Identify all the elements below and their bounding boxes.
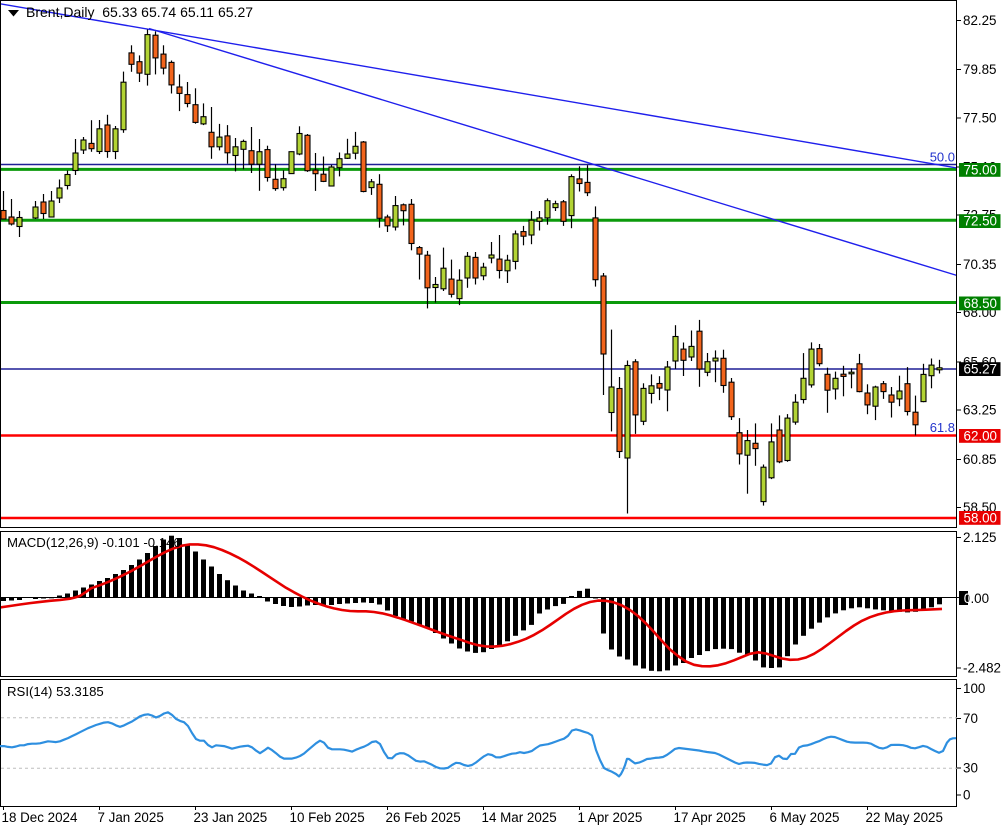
svg-text:14 Mar 2025: 14 Mar 2025 (482, 810, 557, 825)
svg-text:77.50: 77.50 (963, 110, 997, 125)
svg-text:60.85: 60.85 (963, 452, 997, 467)
svg-text:23 Jan 2025: 23 Jan 2025 (194, 810, 268, 825)
svg-text:0: 0 (963, 788, 970, 803)
svg-text:50.0: 50.0 (930, 150, 955, 165)
svg-text:62.00: 62.00 (964, 428, 998, 443)
svg-text:MACD(12,26,9) -0.101 -0.146: MACD(12,26,9) -0.101 -0.146 (7, 535, 181, 550)
svg-text:61.8: 61.8 (930, 420, 955, 435)
svg-text:70: 70 (963, 711, 978, 726)
svg-text:0: 0 (964, 591, 971, 606)
svg-text:72.50: 72.50 (964, 214, 998, 229)
svg-text:0.00: 0.00 (963, 591, 989, 606)
svg-text:6 May 2025: 6 May 2025 (770, 810, 840, 825)
svg-text:70.35: 70.35 (963, 257, 997, 272)
svg-text:10 Feb 2025: 10 Feb 2025 (290, 810, 365, 825)
svg-text:82.25: 82.25 (963, 13, 997, 28)
svg-text:79.85: 79.85 (963, 62, 997, 77)
svg-text:2.125: 2.125 (963, 530, 997, 545)
svg-text:68.50: 68.50 (964, 296, 998, 311)
svg-text:RSI(14) 53.3185: RSI(14) 53.3185 (7, 684, 104, 699)
svg-text:63.25: 63.25 (963, 403, 997, 418)
svg-text:65.27: 65.27 (964, 362, 998, 377)
svg-text:58.00: 58.00 (964, 510, 998, 525)
svg-text:18 Dec 2024: 18 Dec 2024 (2, 810, 78, 825)
svg-text:1 Apr 2025: 1 Apr 2025 (578, 810, 643, 825)
svg-text:26 Feb 2025: 26 Feb 2025 (386, 810, 461, 825)
svg-text:100: 100 (963, 681, 985, 696)
svg-text:75.00: 75.00 (964, 162, 998, 177)
svg-text:22 May 2025: 22 May 2025 (866, 810, 943, 825)
svg-text:30: 30 (963, 761, 978, 776)
svg-text:7 Jan 2025: 7 Jan 2025 (98, 810, 164, 825)
svg-text:Brent,Daily 65.33 65.74 65.11: Brent,Daily 65.33 65.74 65.11 65.27 (26, 4, 253, 20)
svg-text:-2.482: -2.482 (963, 661, 1001, 676)
svg-text:17 Apr 2025: 17 Apr 2025 (674, 810, 746, 825)
